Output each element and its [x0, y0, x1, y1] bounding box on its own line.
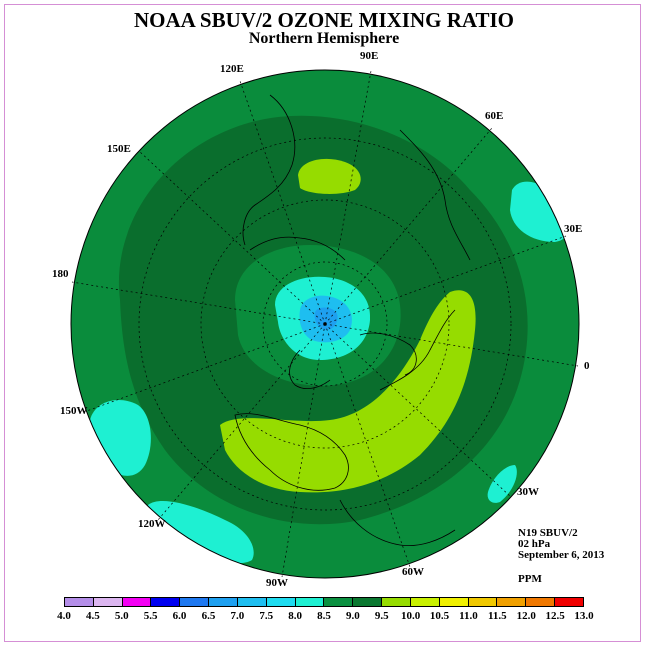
field-southwest-low [147, 500, 254, 564]
meridian-label: 30W [517, 486, 539, 498]
colorbar-tick-label: 6.5 [201, 610, 216, 622]
meridian-label: 60W [402, 566, 424, 578]
graticule [71, 70, 579, 578]
field-high-band [220, 290, 476, 493]
meridian-label: 180 [52, 268, 69, 280]
coastlines [234, 94, 471, 547]
colorbar-segment [151, 598, 181, 606]
colorbar-tick-label: 6.0 [172, 610, 187, 622]
colorbar-segment [237, 598, 267, 606]
colorbar-segment [526, 598, 556, 606]
colorbar-segment [266, 598, 296, 606]
meridian-label: 90W [266, 577, 288, 589]
figure-frame [4, 4, 641, 642]
colorbar-tick-label: 10.0 [401, 610, 421, 622]
colorbar-segment [410, 598, 440, 606]
field-southeast-low [487, 465, 517, 503]
unit-label: PPM [518, 573, 542, 585]
colorbar-tick-label: 10.5 [429, 610, 450, 622]
colorbar-segment [468, 598, 498, 606]
colorbar-segment [439, 598, 469, 606]
colorbar [64, 597, 584, 607]
colorbar-ticks: 4.0 4.5 5.0 5.5 6.0 6.5 7.0 7.5 8.0 8.5 9.0 9.5 10.0… [0, 610, 648, 624]
colorbar-tick-label: 5.0 [114, 610, 129, 622]
colorbar-tick-label: 7.5 [259, 610, 274, 622]
colorbar-segment [122, 598, 152, 606]
colorbar-segment [93, 598, 123, 606]
meridian-label: 0 [584, 360, 590, 372]
colorbar-segment [295, 598, 325, 606]
colorbar-segment [353, 598, 383, 606]
colorbar-segment [65, 598, 94, 606]
field-high-patch [298, 158, 361, 194]
meridian-label: 150E [107, 143, 131, 155]
date-label: September 6, 2013 [518, 549, 605, 561]
colorbar-tick-label: 8.5 [317, 610, 331, 622]
colorbar-segment [324, 598, 354, 606]
colorbar-segment [209, 598, 238, 606]
meridian-label: 60E [485, 110, 504, 122]
meridian-label: 30E [564, 223, 583, 235]
colorbar-segment [382, 598, 411, 606]
colorbar-tick-label: 9.5 [374, 610, 389, 622]
colorbar-tick-label: 11.0 [459, 610, 478, 622]
map-title: NOAA SBUV/2 OZONE MIXING RATIO [134, 8, 514, 32]
colorbar-tick-label: 4.0 [57, 610, 71, 622]
colorbar-tick-label: 8.0 [288, 610, 302, 622]
instrument-label: N19 SBUV/2 [518, 527, 578, 539]
ozone-field [71, 70, 579, 578]
colorbar-tick-label: 11.5 [488, 610, 507, 622]
colorbar-tick-label: 12.0 [516, 610, 536, 622]
pressure-level-label: 02 hPa [518, 538, 551, 550]
field-west-low [90, 400, 151, 476]
meridian-label: 150W [60, 405, 88, 417]
colorbar-tick-label: 13.0 [574, 610, 594, 622]
colorbar-segment [497, 598, 527, 606]
colorbar-tick-label: 4.5 [86, 610, 100, 622]
colorbar-segment [555, 598, 583, 606]
colorbar-tick-label: 7.0 [230, 610, 245, 622]
colorbar-tick-label: 5.5 [143, 610, 158, 622]
map-outline [70, 69, 580, 579]
meridian-label: 90E [360, 50, 379, 62]
meridian-label: 120E [220, 63, 244, 75]
colorbar-segment [180, 598, 210, 606]
meridian-label: 120W [138, 518, 166, 530]
colorbar-tick-label: 12.5 [545, 610, 565, 622]
map-subtitle: Northern Hemisphere [248, 30, 400, 47]
colorbar-tick-label: 9.0 [346, 610, 360, 622]
